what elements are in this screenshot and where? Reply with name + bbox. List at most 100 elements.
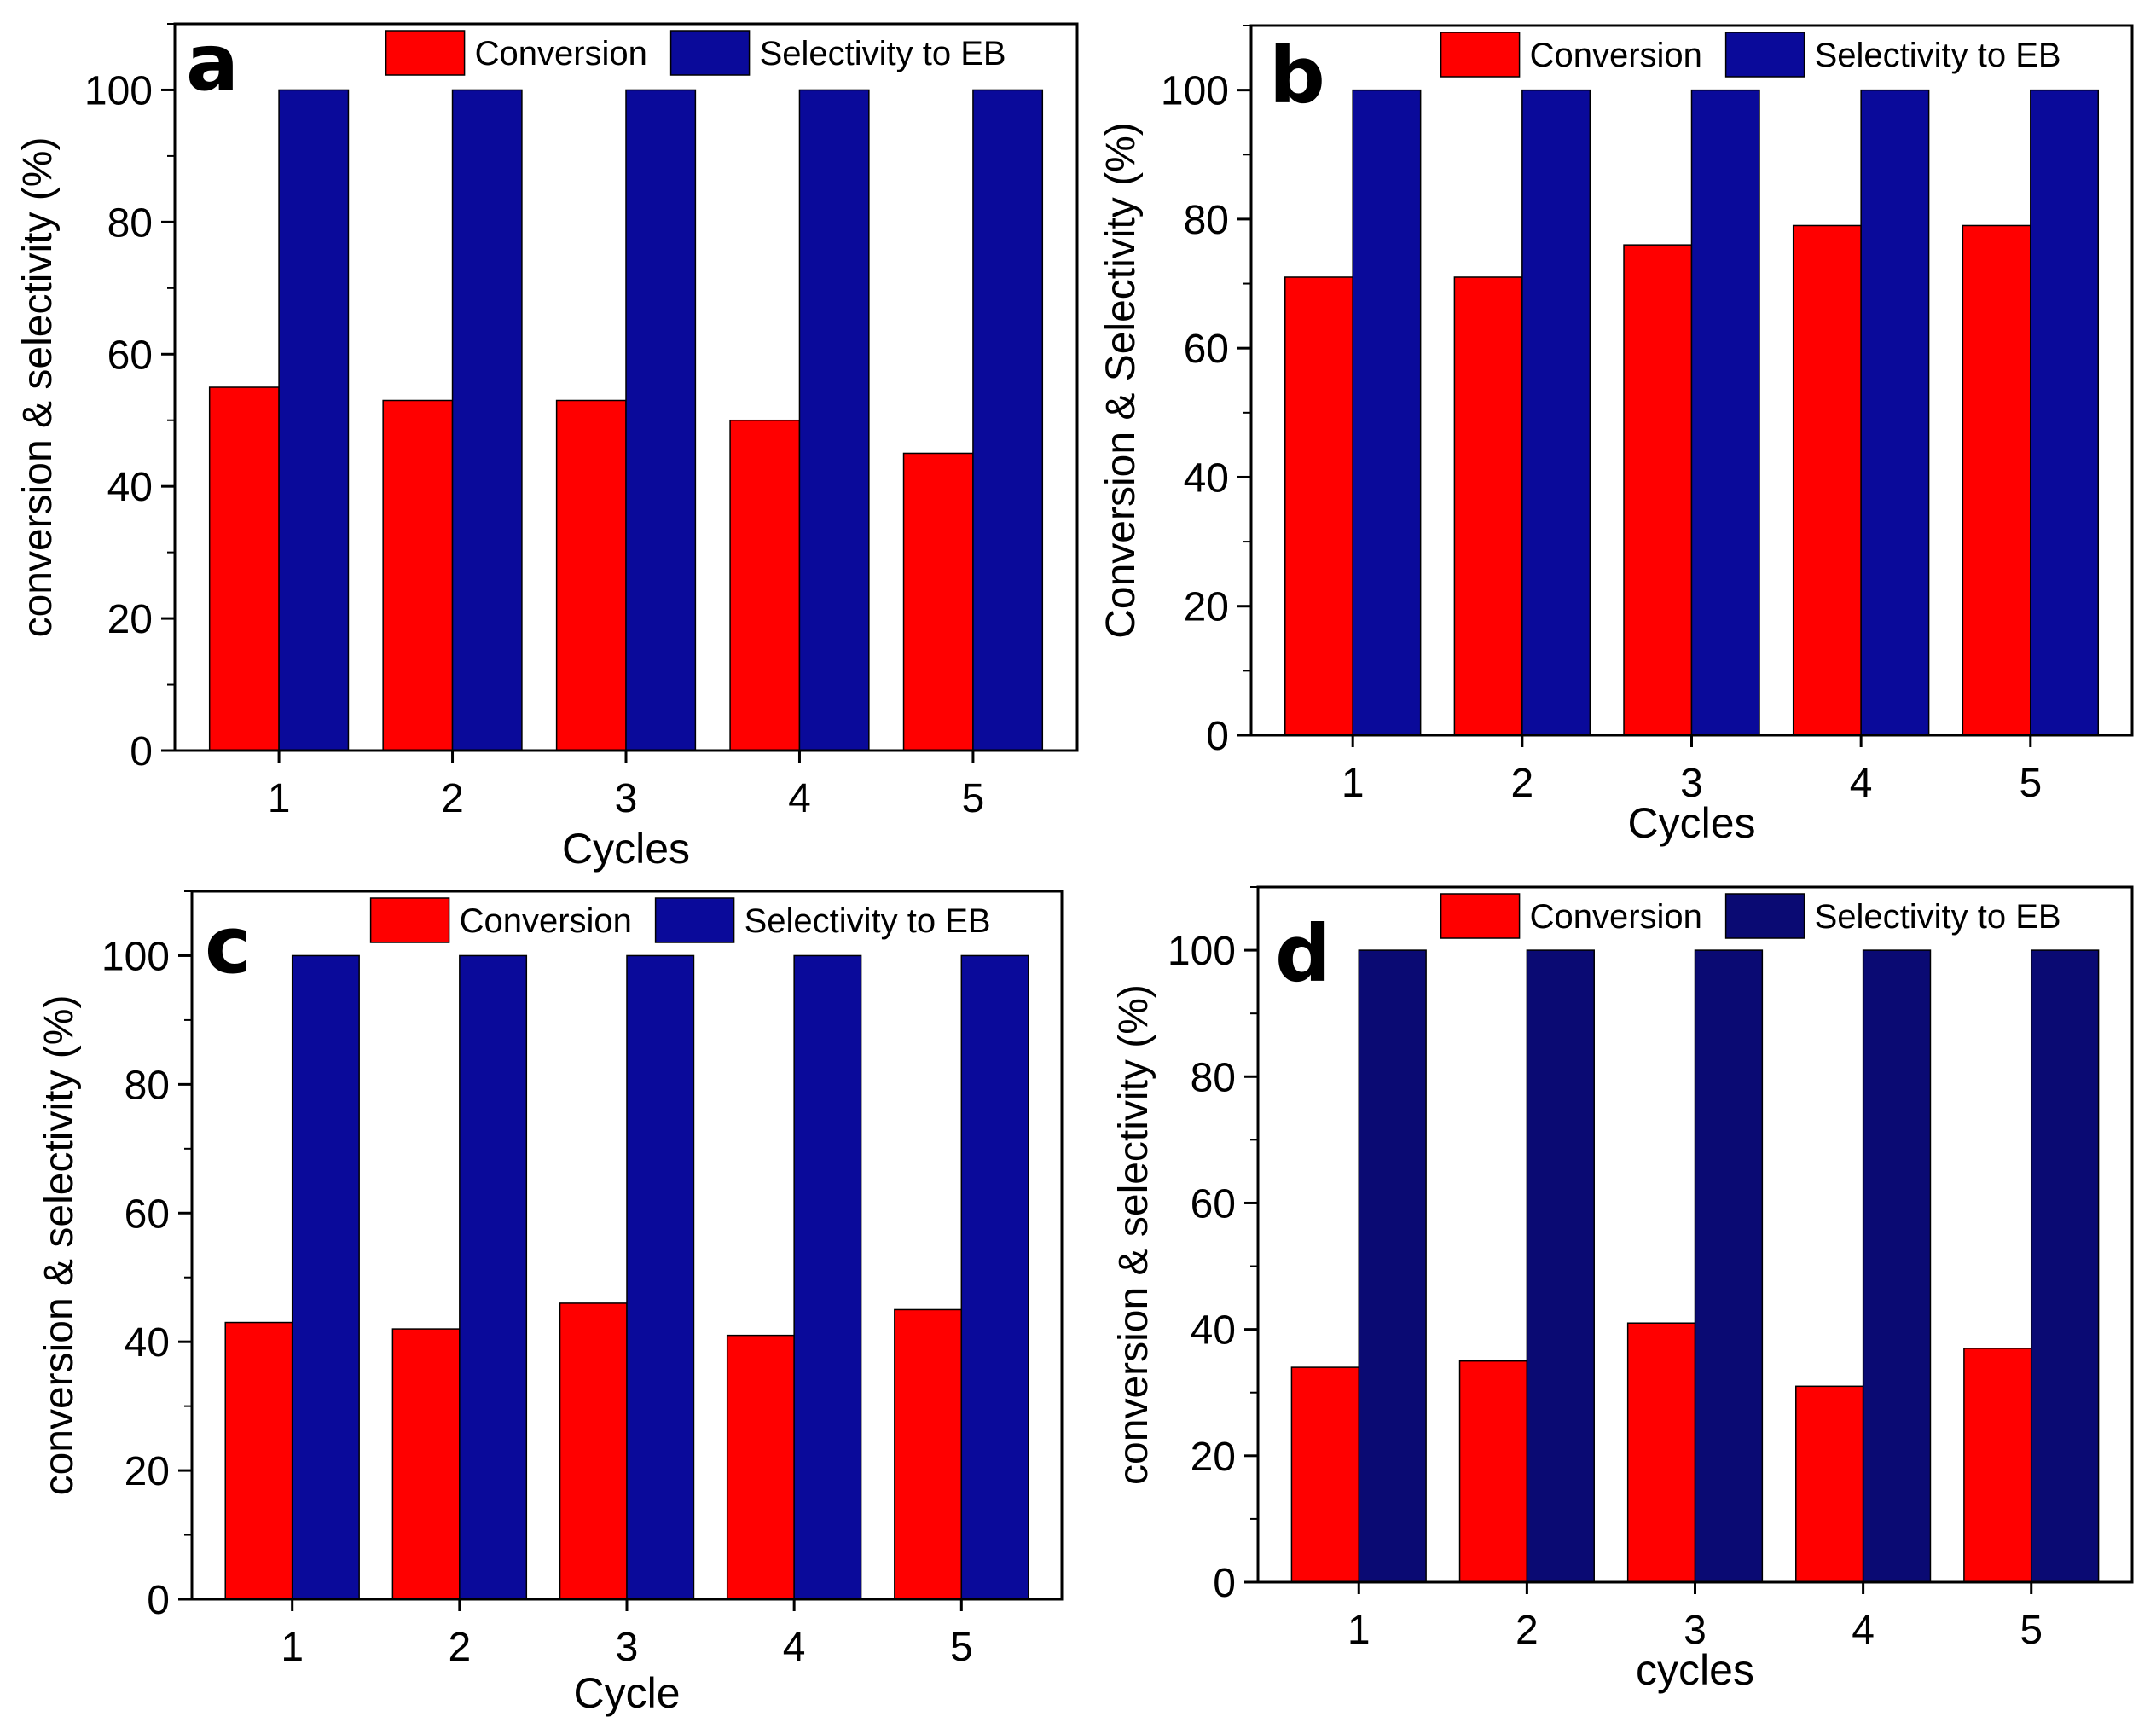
bar-selectivity-cycle-1 bbox=[291, 954, 360, 1600]
legend-label-selectivity: Selectivity to EB bbox=[1815, 898, 2061, 936]
bar-conversion-cycle-2 bbox=[1453, 276, 1523, 736]
bar-conversion-cycle-4 bbox=[1792, 224, 1862, 736]
legend-label-conversion: Conversion bbox=[460, 902, 632, 940]
x-tick-label: 2 bbox=[448, 1625, 471, 1670]
y-tick-label: 40 bbox=[125, 1320, 170, 1366]
y-tick-label: 0 bbox=[1206, 714, 1229, 759]
bar-conversion-cycle-1 bbox=[208, 386, 280, 751]
bar-selectivity-cycle-4 bbox=[798, 89, 870, 751]
legend-label-selectivity: Selectivity to EB bbox=[745, 902, 991, 940]
chart-panel-c: 1 2 3 4 5 0 20 40 60 80 100 Cycle conversion & selec… bbox=[37, 890, 1064, 1717]
bar-selectivity-cycle-3 bbox=[1690, 89, 1760, 736]
bar-selectivity-cycle-2 bbox=[1521, 89, 1591, 736]
y-tick-label: 80 bbox=[125, 1063, 170, 1108]
panel-letter: d bbox=[1275, 908, 1331, 1000]
legend-swatch-conversion bbox=[385, 30, 466, 76]
x-tick-label: 3 bbox=[1684, 1608, 1707, 1653]
bar-selectivity-cycle-2 bbox=[459, 954, 528, 1600]
y-tick-label: 20 bbox=[107, 597, 153, 642]
bar-selectivity-cycle-4 bbox=[1860, 89, 1930, 736]
y-tick-label: 20 bbox=[1191, 1435, 1236, 1480]
legend-swatch-conversion bbox=[369, 897, 450, 943]
bar-selectivity-cycle-4 bbox=[1862, 949, 1932, 1583]
bar-selectivity-cycle-1 bbox=[1352, 89, 1422, 736]
y-tick-label: 100 bbox=[101, 934, 170, 979]
chart-panel-a: 1 2 3 4 5 0 20 40 60 80 100 Cycles conversion & sele… bbox=[15, 17, 1079, 873]
chart-panel-d: 1 2 3 4 5 0 20 40 60 80 100 cycles conversion & sele… bbox=[1111, 885, 2134, 1694]
y-tick-label: 80 bbox=[1191, 1055, 1236, 1100]
bar-conversion-cycle-1 bbox=[1290, 1366, 1360, 1583]
x-tick-label: 2 bbox=[1516, 1608, 1539, 1653]
x-tick-label: 5 bbox=[962, 776, 985, 821]
x-tick-label: 4 bbox=[1850, 761, 1873, 806]
bar-selectivity-cycle-5 bbox=[2030, 949, 2100, 1583]
bar-selectivity-cycle-2 bbox=[1526, 949, 1595, 1583]
bar-conversion-cycle-4 bbox=[726, 1334, 795, 1600]
plot-frame bbox=[190, 890, 1064, 1601]
y-tick-label: 60 bbox=[1191, 1181, 1236, 1226]
bar-selectivity-cycle-1 bbox=[278, 89, 350, 751]
y-tick-label: 0 bbox=[130, 729, 153, 774]
x-tick-label: 2 bbox=[1510, 761, 1533, 806]
bar-selectivity-cycle-5 bbox=[960, 954, 1029, 1600]
bar-selectivity-cycle-5 bbox=[972, 89, 1044, 751]
legend: Conversion Selectivity to EB bbox=[1440, 893, 2061, 939]
y-tick-label: 80 bbox=[107, 200, 153, 246]
x-tick-label: 4 bbox=[788, 776, 811, 821]
y-tick-label: 40 bbox=[107, 465, 153, 510]
legend: Conversion Selectivity to EB bbox=[385, 30, 1006, 76]
legend-label-conversion: Conversion bbox=[1530, 37, 1702, 74]
bar-conversion-cycle-5 bbox=[1963, 1348, 2032, 1583]
y-tick-label: 20 bbox=[1184, 585, 1229, 630]
legend-swatch-selectivity bbox=[654, 897, 735, 943]
bar-conversion-cycle-2 bbox=[391, 1328, 461, 1600]
bar-conversion-cycle-3 bbox=[1623, 244, 1693, 736]
bar-conversion-cycle-3 bbox=[555, 399, 627, 751]
bar-selectivity-cycle-1 bbox=[1358, 949, 1427, 1583]
y-axis-label: conversion & selectivity (%) bbox=[37, 995, 82, 1496]
x-tick-label: 3 bbox=[615, 776, 638, 821]
bar-conversion-cycle-5 bbox=[1962, 224, 2031, 736]
bar-conversion-cycle-3 bbox=[1626, 1322, 1696, 1583]
plot-frame bbox=[1256, 885, 2134, 1584]
legend-label-conversion: Conversion bbox=[1530, 898, 1702, 936]
bar-conversion-cycle-1 bbox=[224, 1321, 293, 1600]
x-tick-label: 1 bbox=[1342, 761, 1365, 806]
y-tick-label: 60 bbox=[1184, 327, 1229, 372]
bar-conversion-cycle-3 bbox=[559, 1302, 628, 1600]
bar-selectivity-cycle-4 bbox=[793, 954, 862, 1600]
legend-swatch-selectivity bbox=[669, 30, 751, 76]
x-tick-label: 2 bbox=[441, 776, 464, 821]
x-axis-label: Cycle bbox=[573, 1669, 680, 1717]
bar-selectivity-cycle-3 bbox=[626, 954, 695, 1600]
x-axis-label: cycles bbox=[1636, 1646, 1754, 1694]
legend-label-selectivity: Selectivity to EB bbox=[760, 35, 1006, 72]
y-axis-label: conversion & selectivity (%) bbox=[15, 137, 61, 638]
x-tick-label: 4 bbox=[783, 1625, 806, 1670]
y-tick-label: 40 bbox=[1184, 455, 1229, 501]
bar-conversion-cycle-1 bbox=[1284, 276, 1353, 736]
legend: Conversion Selectivity to EB bbox=[1440, 32, 2061, 78]
legend-swatch-conversion bbox=[1440, 893, 1521, 939]
panel-letter: c bbox=[205, 900, 252, 991]
x-tick-label: 5 bbox=[2020, 1608, 2043, 1653]
panel-letter: b bbox=[1269, 30, 1325, 121]
bar-selectivity-cycle-2 bbox=[451, 89, 523, 751]
legend-swatch-conversion bbox=[1440, 32, 1521, 78]
bar-selectivity-cycle-3 bbox=[625, 89, 697, 751]
plot-frame bbox=[173, 22, 1079, 752]
x-axis-label: Cycles bbox=[1627, 799, 1755, 847]
legend: Conversion Selectivity to EB bbox=[369, 897, 991, 943]
y-tick-label: 40 bbox=[1191, 1308, 1236, 1354]
bar-selectivity-cycle-5 bbox=[2030, 89, 2100, 736]
x-tick-label: 1 bbox=[268, 776, 291, 821]
plot-frame bbox=[1249, 24, 2134, 737]
bar-conversion-cycle-2 bbox=[382, 399, 454, 751]
x-tick-label: 3 bbox=[616, 1625, 639, 1670]
y-tick-label: 60 bbox=[107, 333, 153, 378]
x-axis-label: Cycles bbox=[562, 825, 690, 873]
panel-letter: a bbox=[186, 17, 239, 108]
x-tick-label: 5 bbox=[2019, 761, 2042, 806]
x-tick-label: 5 bbox=[950, 1625, 973, 1670]
